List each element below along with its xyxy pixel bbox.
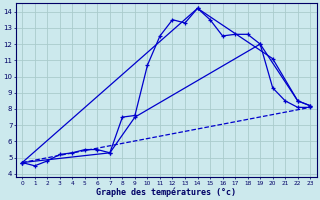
X-axis label: Graphe des températures (°c): Graphe des températures (°c) (96, 187, 236, 197)
